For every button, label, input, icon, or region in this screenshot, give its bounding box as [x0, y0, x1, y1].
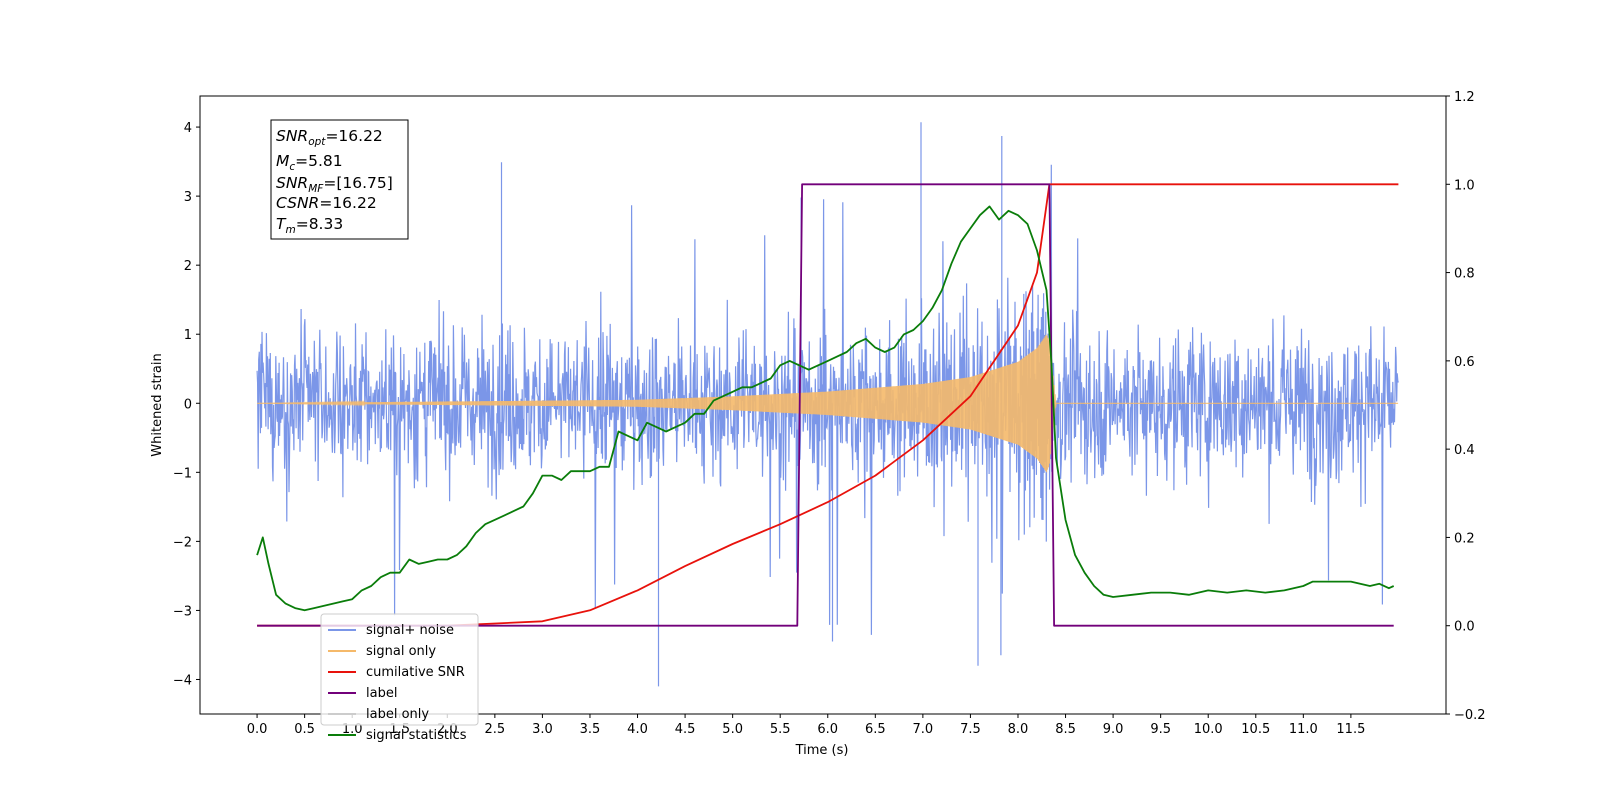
- x-tick-label: 11.5: [1336, 722, 1365, 737]
- x-tick-label: 7.0: [913, 722, 934, 737]
- annotation-mc: Mc=5.81: [276, 152, 343, 173]
- y-tick-label: −1: [173, 466, 192, 481]
- y2-tick-label: −0.2: [1454, 708, 1486, 723]
- x-tick-label: 0.5: [294, 722, 315, 737]
- x-tick-label: 5.0: [722, 722, 743, 737]
- x-tick-label: 8.0: [1008, 722, 1029, 737]
- series-label: [257, 183, 1394, 627]
- legend-item: cumilative SNR: [328, 665, 465, 680]
- x-tick-label: 4.0: [627, 722, 648, 737]
- legend-item: label only: [328, 707, 429, 722]
- plot-frame: [199, 95, 1447, 715]
- y-tick-label: 2: [184, 259, 192, 274]
- legend-label: signal statistics: [366, 728, 467, 743]
- x-tick-label: 2.5: [485, 722, 506, 737]
- x-tick-label: 0.0: [247, 722, 268, 737]
- x-tick-label: 8.5: [1055, 722, 1076, 737]
- series-cumulative-snr: [257, 183, 1399, 627]
- y2-tick-label: 1.0: [1454, 178, 1475, 193]
- x-axis: 0.0 0.5 1.0 1.5 2.0 2.5 3.0 3.5 4.0 4.5 5.0 5.5 6.0 6…: [247, 714, 1365, 737]
- x-tick-label: 9.0: [1103, 722, 1124, 737]
- annotation-csnr: CSNR=16.22: [276, 194, 377, 212]
- legend-label: cumilative SNR: [366, 665, 465, 680]
- legend-item: signal only: [328, 644, 436, 659]
- y2-tick-label: 0.0: [1454, 620, 1475, 635]
- annotation-box: SNRopt=16.22 Mc=5.81 SNRMF=[16.75] CSNR=…: [270, 119, 409, 240]
- legend-item: label: [328, 686, 397, 701]
- series-signal-only: [257, 334, 1399, 473]
- legend-label: label: [366, 686, 397, 701]
- annotation-snr-mf: SNRMF=[16.75]: [276, 174, 393, 195]
- x-tick-label: 4.5: [675, 722, 696, 737]
- x-tick-label: 3.5: [580, 722, 601, 737]
- y-axis-left: 4 3 2 1 0 −1 −2 −3 −4: [173, 121, 200, 688]
- y2-tick-label: 0.6: [1454, 355, 1475, 370]
- legend-item: signal+ noise: [328, 623, 454, 638]
- annotation-frame: [270, 119, 409, 240]
- y-tick-label: 3: [184, 190, 192, 205]
- legend-item: signal statistics: [328, 728, 467, 743]
- series-signal-statistics: [256, 205, 1395, 612]
- x-tick-label: 10.0: [1194, 722, 1223, 737]
- y2-tick-label: 0.2: [1454, 531, 1475, 546]
- y2-tick-label: 0.4: [1454, 443, 1475, 458]
- x-axis-label: Time (s): [795, 743, 849, 758]
- x-tick-label: 1.0: [342, 722, 363, 737]
- x-tick-label: 7.5: [960, 722, 981, 737]
- x-tick-label: 2.0: [437, 722, 458, 737]
- y-axis-label: Whitened strain: [150, 353, 165, 456]
- y-tick-label: −2: [173, 535, 192, 550]
- legend: signal+ noise signal only cumilative SNR la…: [320, 613, 479, 743]
- y-tick-label: −3: [173, 604, 192, 619]
- y2-tick-label: 0.8: [1454, 267, 1475, 282]
- legend-label: signal+ noise: [366, 623, 454, 638]
- y2-tick-label: 1.2: [1454, 90, 1475, 105]
- x-tick-label: 10.5: [1241, 722, 1270, 737]
- legend-label: label only: [366, 707, 429, 722]
- y-tick-label: 0: [184, 397, 192, 412]
- x-tick-label: 5.5: [770, 722, 791, 737]
- series-layer: [256, 122, 1399, 687]
- y-tick-label: 1: [184, 328, 192, 343]
- x-tick-label: 6.5: [865, 722, 886, 737]
- x-tick-label: 1.5: [389, 722, 410, 737]
- x-tick-label: 3.0: [532, 722, 553, 737]
- annotation-tm: Tm=8.33: [276, 215, 343, 236]
- x-tick-label: 11.0: [1289, 722, 1318, 737]
- x-tick-label: 9.5: [1150, 722, 1171, 737]
- y-axis-right: 1.2 1.0 0.8 0.6 0.4 0.2 0.0 −0.2: [1446, 90, 1486, 723]
- legend-frame: [320, 613, 479, 726]
- y-tick-label: −4: [173, 673, 192, 688]
- legend-label: signal only: [366, 644, 436, 659]
- annotation-snr-opt: SNRopt=16.22: [276, 127, 383, 148]
- x-tick-label: 6.0: [817, 722, 838, 737]
- y-tick-label: 4: [184, 121, 192, 136]
